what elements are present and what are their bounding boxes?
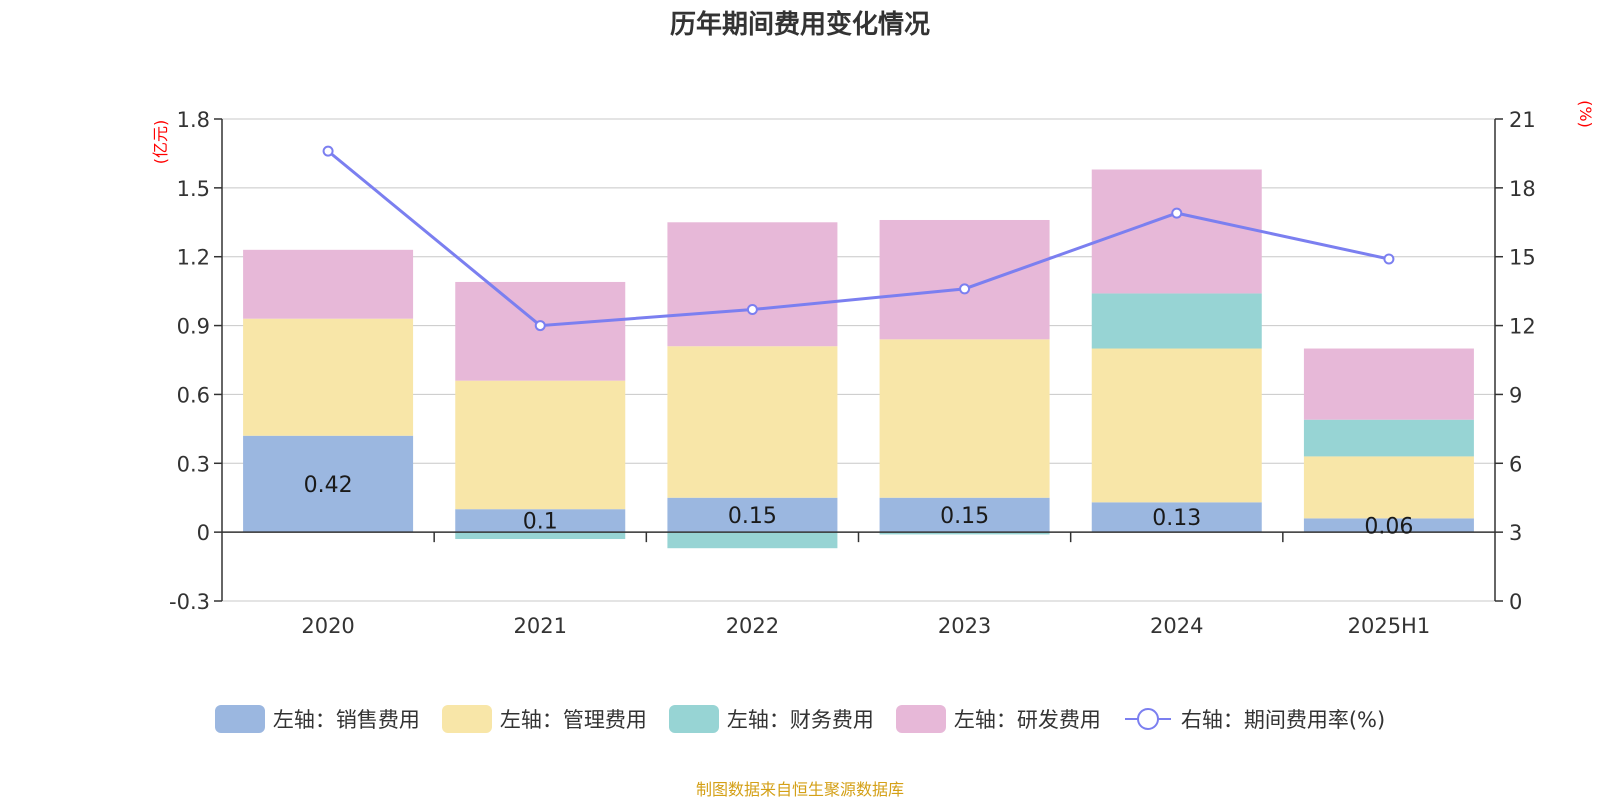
legend-item[interactable]: 右轴：期间费用率(%) — [1123, 704, 1385, 734]
bar-segment — [667, 532, 838, 549]
bar-segment — [243, 318, 414, 436]
data-labels: 0.42 0.1 0.15 0.15 0.13 0.06 — [304, 473, 1414, 539]
legend-swatch — [668, 705, 719, 733]
data-source-footer: 制图数据来自恒生聚源数据库 — [695, 780, 904, 799]
left-axis-unit: (亿元) — [151, 120, 170, 165]
legend-swatch — [895, 705, 946, 733]
right-tick-label: 9 — [1509, 383, 1522, 407]
right-tick-label: 15 — [1509, 246, 1536, 270]
x-tick-label: 2021 — [514, 614, 567, 638]
left-tick-label: 0.9 — [177, 315, 210, 339]
legend-label: 左轴：研发费用 — [953, 708, 1101, 732]
rate-line — [327, 149, 1390, 328]
x-tick-label: 2020 — [301, 614, 354, 638]
chart-title: 历年期间费用变化情况 — [669, 10, 930, 40]
right-tick-label: 18 — [1509, 177, 1536, 201]
bar-segment — [1303, 348, 1474, 420]
bar-data-label: 0.15 — [728, 504, 777, 529]
bar-data-label: 0.42 — [304, 473, 353, 498]
bar-segment — [1091, 348, 1262, 503]
bar-data-label: 0.1 — [523, 510, 558, 535]
right-tick-label: 0 — [1509, 590, 1522, 614]
bar-segment — [1091, 502, 1262, 533]
legend-item[interactable]: 左轴：财务费用 — [668, 704, 874, 734]
legend-item[interactable]: 左轴：销售费用 — [214, 704, 420, 734]
rate-point — [534, 320, 546, 332]
x-tick-label: 2024 — [1150, 614, 1203, 638]
right-tick-label: 21 — [1509, 108, 1536, 132]
bar-segment — [1303, 456, 1474, 519]
bar-segment — [879, 339, 1050, 498]
legend-item[interactable]: 左轴：研发费用 — [895, 704, 1101, 734]
left-tick-label: 0.6 — [177, 383, 210, 407]
legend-line-marker — [1124, 708, 1171, 730]
chart-legend: 左轴：销售费用 左轴：管理费用 左轴：财务费用 左轴：研发费用 右轴：期间费用率(%) — [0, 704, 1600, 734]
legend-swatch — [441, 705, 492, 733]
left-tick-label: 0 — [197, 521, 210, 545]
line-series — [322, 145, 1395, 332]
bar-segment — [455, 281, 626, 381]
bar-segment — [879, 497, 1050, 533]
legend-label: 左轴：管理费用 — [499, 708, 647, 732]
left-tick-label: -0.3 — [169, 590, 210, 614]
right-axis-unit: (%) — [1576, 100, 1595, 128]
bar-data-label: 0.13 — [1152, 506, 1201, 531]
bar-segment — [879, 219, 1050, 340]
left-tick-label: 0.3 — [177, 452, 210, 476]
x-tick-label: 2022 — [726, 614, 779, 638]
right-tick-label: 3 — [1509, 521, 1522, 545]
left-tick-label: 1.2 — [177, 246, 210, 270]
rate-point — [1171, 207, 1183, 219]
left-tick-label: 1.5 — [177, 177, 210, 201]
bar-segment — [1091, 293, 1262, 349]
bar-segment — [1091, 169, 1262, 294]
rate-point — [959, 283, 971, 295]
bar-segment — [667, 346, 838, 498]
bar-segment — [667, 222, 838, 347]
bar-segment — [243, 435, 414, 533]
legend-label: 右轴：期间费用率(%) — [1180, 708, 1386, 732]
x-tick-label: 2023 — [938, 614, 991, 638]
bar-data-label: 0.15 — [940, 504, 989, 529]
legend-label: 左轴：财务费用 — [726, 708, 874, 732]
right-tick-label: 6 — [1509, 452, 1522, 476]
rate-point — [746, 304, 758, 316]
legend-label: 左轴：销售费用 — [272, 708, 420, 732]
bar-segment — [879, 532, 1050, 535]
bar-data-label: 0.06 — [1364, 514, 1413, 539]
rate-point — [322, 145, 334, 157]
bar-segment — [455, 509, 626, 533]
left-tick-label: 1.8 — [177, 108, 210, 132]
bar-segment — [455, 532, 626, 540]
legend-swatch — [214, 705, 265, 733]
bar-segment — [243, 249, 414, 319]
bar-segment — [455, 380, 626, 510]
x-tick-label: 2025H1 — [1348, 614, 1431, 638]
legend-item[interactable]: 左轴：管理费用 — [441, 704, 647, 734]
bar-segment — [1303, 518, 1474, 533]
bar-series — [243, 169, 1474, 549]
bar-segment — [667, 497, 838, 533]
right-tick-label: 12 — [1509, 315, 1536, 339]
axes: -0.3 0 0.3 0.6 0.9 1.2 1.5 1.8 0 3 6 9 12 15 18 21 2020 2… — [169, 108, 1536, 638]
bar-segment — [1303, 419, 1474, 457]
rate-point — [1383, 253, 1395, 265]
